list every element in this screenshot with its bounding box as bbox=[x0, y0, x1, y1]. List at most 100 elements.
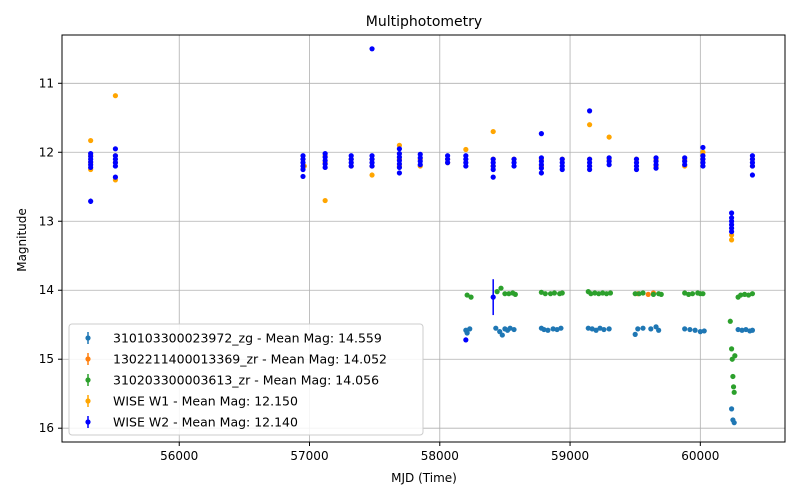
x-tick-label: 57000 bbox=[290, 449, 328, 463]
data-point bbox=[464, 292, 470, 298]
data-point bbox=[731, 420, 737, 426]
data-point bbox=[593, 327, 599, 333]
data-point bbox=[732, 353, 738, 359]
x-tick-label: 60000 bbox=[681, 449, 719, 463]
data-point bbox=[692, 327, 698, 333]
data-point bbox=[636, 291, 642, 297]
data-point bbox=[728, 237, 735, 243]
data-point bbox=[596, 291, 602, 297]
data-point bbox=[601, 326, 607, 333]
data-point bbox=[731, 389, 737, 395]
x-tick-label: 56000 bbox=[160, 449, 198, 463]
data-point bbox=[502, 291, 508, 297]
data-point bbox=[682, 326, 688, 332]
data-point bbox=[542, 291, 548, 297]
data-point bbox=[112, 146, 119, 152]
data-point bbox=[490, 128, 496, 135]
data-point bbox=[687, 326, 693, 333]
y-tick-label: 15 bbox=[39, 352, 54, 366]
data-point bbox=[686, 291, 692, 297]
data-point bbox=[88, 164, 94, 171]
x-axis-title: MJD (Time) bbox=[391, 471, 457, 485]
data-point bbox=[322, 197, 328, 204]
data-point bbox=[348, 163, 354, 169]
legend: 310103300023972_zg - Mean Mag: 14.559 130… bbox=[68, 323, 424, 436]
data-point bbox=[697, 329, 703, 335]
data-point bbox=[369, 163, 375, 169]
data-point bbox=[700, 163, 706, 169]
data-point bbox=[499, 332, 505, 338]
data-point bbox=[739, 327, 745, 333]
chart-title: Multiphotometry bbox=[366, 14, 482, 30]
data-point bbox=[545, 327, 551, 333]
data-point bbox=[559, 290, 565, 296]
data-point bbox=[653, 165, 659, 171]
data-point bbox=[635, 326, 641, 332]
data-point bbox=[112, 93, 119, 99]
legend-box bbox=[68, 323, 424, 436]
data-point bbox=[727, 318, 733, 324]
data-point bbox=[467, 326, 473, 332]
legend-marker bbox=[85, 419, 91, 425]
data-point bbox=[689, 291, 696, 297]
data-point bbox=[589, 326, 595, 332]
data-point bbox=[417, 162, 423, 168]
data-point bbox=[650, 291, 657, 297]
data-point bbox=[606, 326, 612, 332]
data-point bbox=[551, 290, 558, 296]
data-point bbox=[468, 294, 474, 300]
data-point bbox=[586, 122, 593, 128]
data-point bbox=[538, 170, 544, 176]
data-point bbox=[730, 384, 737, 390]
legend-marker bbox=[85, 356, 91, 362]
legend-label: WISE W2 - Mean Mag: 12.140 bbox=[113, 415, 298, 430]
data-point bbox=[507, 325, 513, 331]
data-point bbox=[463, 163, 469, 169]
x-tick-label: 58000 bbox=[421, 449, 459, 463]
data-point bbox=[658, 291, 664, 297]
data-point bbox=[558, 325, 564, 331]
data-point bbox=[554, 326, 560, 333]
legend-label: 310103300023972_zg - Mean Mag: 14.559 bbox=[113, 331, 382, 346]
data-point bbox=[396, 164, 402, 171]
data-point bbox=[645, 291, 651, 297]
data-point bbox=[640, 325, 646, 331]
x-tick-label: 59000 bbox=[551, 449, 589, 463]
data-point bbox=[322, 164, 328, 171]
data-point bbox=[700, 144, 706, 151]
data-point bbox=[728, 406, 735, 412]
data-point bbox=[745, 292, 752, 298]
data-point bbox=[632, 291, 638, 297]
data-point bbox=[656, 327, 662, 333]
data-point bbox=[648, 326, 654, 332]
data-point bbox=[728, 346, 735, 352]
data-point bbox=[300, 173, 306, 180]
data-point bbox=[541, 326, 547, 333]
data-point bbox=[640, 290, 646, 296]
data-point bbox=[490, 166, 496, 173]
data-point bbox=[603, 291, 610, 297]
data-point bbox=[498, 285, 504, 291]
legend-marker bbox=[85, 398, 91, 404]
data-point bbox=[300, 166, 306, 173]
data-point bbox=[538, 165, 544, 171]
data-point bbox=[633, 166, 640, 173]
plot-frame bbox=[61, 34, 786, 443]
y-tick-label: 13 bbox=[39, 214, 54, 228]
data-point bbox=[88, 137, 94, 144]
data-point bbox=[506, 291, 512, 297]
data-point bbox=[743, 326, 749, 333]
data-point bbox=[396, 170, 402, 176]
data-point bbox=[112, 174, 119, 180]
data-point bbox=[493, 325, 499, 331]
data-point bbox=[607, 290, 614, 296]
data-point bbox=[369, 172, 375, 178]
data-point bbox=[396, 146, 402, 152]
data-point bbox=[511, 326, 517, 333]
data-point bbox=[112, 163, 119, 169]
data-point bbox=[749, 291, 756, 297]
y-tick-label: 11 bbox=[39, 76, 54, 90]
data-point bbox=[369, 46, 375, 52]
